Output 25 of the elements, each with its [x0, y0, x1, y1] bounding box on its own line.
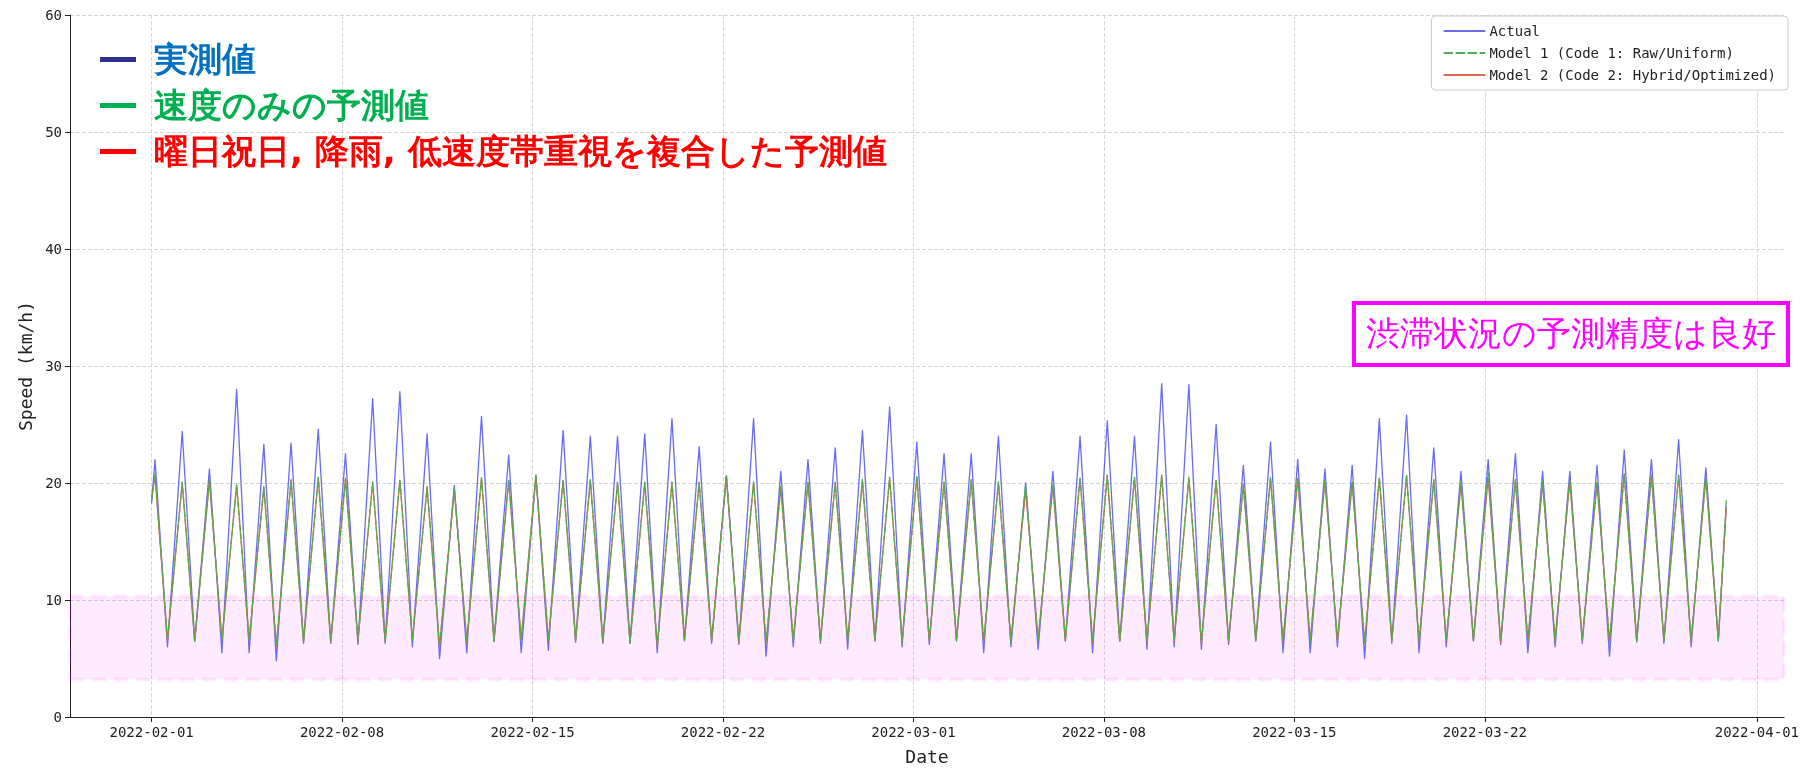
x-tick-label: 2022-02-08 [299, 724, 385, 740]
legend-label: Model 2 (Code 2: Hybrid/Optimized) [1489, 67, 1776, 83]
legend-label: Model 1 (Code 1: Raw/Uniform) [1489, 45, 1734, 61]
y-tick-label: 30 [45, 358, 62, 374]
annotation: 曜日祝日, 降雨, 低速度帯重視を複合した予測値 [154, 130, 887, 173]
x-tick-label: 2022-04-01 [1714, 724, 1799, 740]
x-tick-label: 2022-03-01 [871, 724, 956, 740]
legend-label: Actual [1489, 23, 1540, 39]
x-tick-label: 2022-02-22 [680, 724, 766, 740]
y-tick-label: 40 [45, 241, 62, 257]
x-tick-label: 2022-03-15 [1252, 724, 1337, 740]
y-tick-label: 60 [45, 7, 62, 23]
y-tick-label: 20 [45, 475, 62, 491]
x-tick-label: 2022-03-08 [1061, 724, 1147, 740]
x-axis-title: Date [905, 745, 949, 767]
annotation: 速度のみの予測値 [154, 84, 429, 127]
x-tick-label: 2022-03-22 [1442, 724, 1527, 740]
x-tick-label: 2022-02-15 [490, 724, 575, 740]
x-tick-label: 2022-02-01 [109, 724, 194, 740]
y-tick-label: 0 [53, 709, 62, 725]
y-tick-label: 10 [45, 592, 62, 608]
y-tick-label: 50 [45, 124, 62, 140]
annotation: 実測値 [154, 38, 256, 81]
y-axis-title: Speed (km/h) [14, 300, 36, 432]
annotation: 渋滞状況の予測精度は良好 [1352, 301, 1790, 367]
